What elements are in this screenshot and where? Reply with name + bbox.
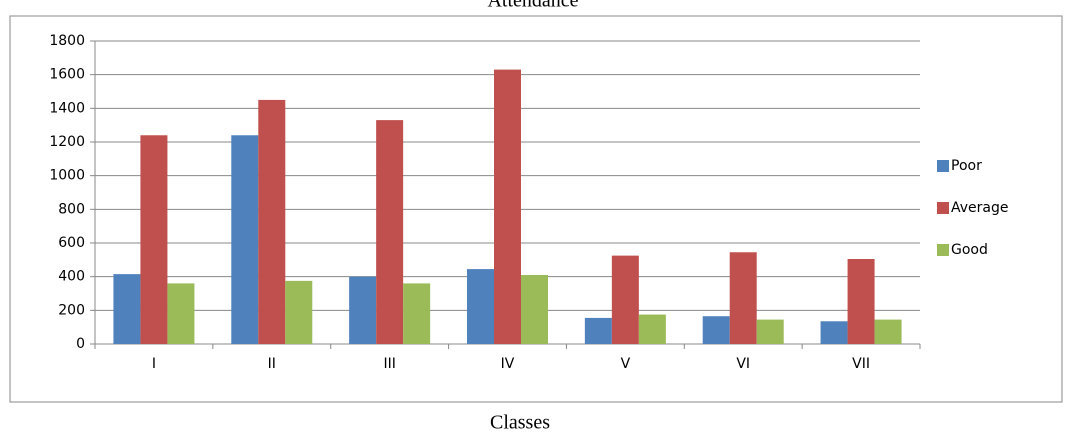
x-tick-label: I <box>152 356 156 372</box>
legend-label: Poor <box>951 158 982 174</box>
x-tick-label: II <box>268 356 276 372</box>
bar <box>611 255 639 344</box>
bar <box>521 274 548 344</box>
y-tick-label: 1200 <box>49 134 85 150</box>
chart-title: Attendance <box>487 0 578 12</box>
bar <box>847 258 875 344</box>
x-tick-label: VII <box>852 356 870 372</box>
y-tick-label: 1400 <box>49 100 85 116</box>
x-tick-label: IV <box>501 356 515 372</box>
bar <box>820 321 848 344</box>
y-tick-label: 400 <box>58 269 85 285</box>
x-tick-label: V <box>621 356 631 372</box>
bar <box>874 319 902 344</box>
bar <box>376 120 404 344</box>
bar <box>113 274 141 344</box>
bar <box>403 283 431 344</box>
legend-swatch <box>937 244 949 256</box>
bar <box>258 99 286 345</box>
legend-label: Average <box>951 200 1009 216</box>
y-tick-label: 1800 <box>49 33 85 49</box>
y-tick-label: 1000 <box>49 168 85 184</box>
bar <box>638 314 666 344</box>
bar <box>756 319 784 344</box>
bar <box>285 280 313 344</box>
legend-swatch <box>937 202 949 214</box>
x-tick-label: VI <box>736 356 750 372</box>
y-tick-label: 800 <box>58 201 85 217</box>
bar <box>231 135 259 344</box>
legend-label: Good <box>951 242 988 258</box>
y-tick-label: 0 <box>76 336 85 352</box>
x-tick-label: III <box>383 356 395 372</box>
legend-swatch <box>937 160 949 172</box>
bar <box>584 317 612 344</box>
bar <box>467 269 494 344</box>
y-tick-label: 200 <box>58 302 85 318</box>
x-axis-label: Classes <box>490 412 550 434</box>
bar <box>140 135 168 344</box>
y-tick-label: 600 <box>58 235 85 251</box>
bar <box>729 252 757 344</box>
bar <box>167 283 195 344</box>
y-tick-label: 1600 <box>49 67 85 83</box>
bar <box>702 316 730 344</box>
bar <box>349 276 377 344</box>
bar <box>494 69 521 344</box>
